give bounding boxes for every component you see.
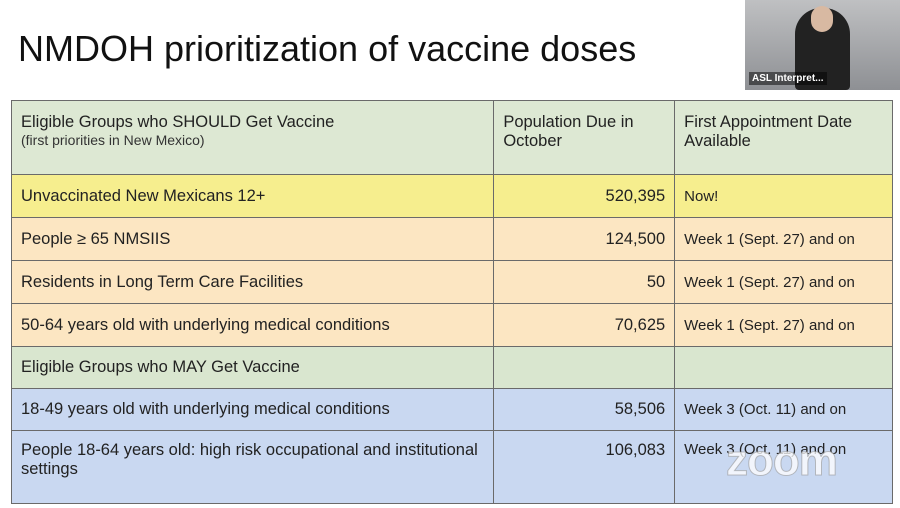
header-subtext: (first priorities in New Mexico) (21, 132, 205, 148)
header-cell: Population Due in October (493, 100, 676, 175)
zoom-watermark: zoom (726, 436, 839, 486)
table-cell: Now! (674, 174, 893, 218)
table-cell: Week 1 (Sept. 27) and on (674, 303, 893, 347)
slide-title: NMDOH prioritization of vaccine doses (18, 28, 637, 69)
table-row: People ≥ 65 NMSIIS 124,500 Week 1 (Sept. 2… (10, 217, 893, 261)
table-cell: Residents in Long Term Care Facilities (10, 260, 495, 304)
header-text: Eligible Groups who SHOULD Get Vaccine (21, 113, 335, 131)
table-row: 18-49 years old with underlying medical … (10, 388, 893, 431)
interpreter-head (811, 6, 833, 32)
table-row: People 18-64 years old: high risk occupa… (10, 430, 893, 504)
table-cell: 70,625 (493, 303, 676, 347)
header-cell: First Appointment Date Available (674, 100, 893, 175)
table-cell: People 18-64 years old: high risk occupa… (10, 430, 495, 504)
table-cell: 18-49 years old with underlying medical … (10, 388, 495, 431)
table-cell: Week 1 (Sept. 27) and on (674, 260, 893, 304)
table-cell (493, 346, 676, 389)
priority-table: Eligible Groups who SHOULD Get Vaccine (f… (10, 100, 893, 504)
table-cell: 124,500 (493, 217, 676, 261)
table-cell: Week 1 (Sept. 27) and on (674, 217, 893, 261)
table-cell: Unvaccinated New Mexicans 12+ (10, 174, 495, 218)
table-cell: Week 3 (Oct. 11) and on (674, 388, 893, 431)
table-row: Eligible Groups who MAY Get Vaccine (10, 346, 893, 389)
table-row: 50-64 years old with underlying medical … (10, 303, 893, 347)
video-label: ASL Interpret... (749, 72, 827, 85)
table-cell: People ≥ 65 NMSIIS (10, 217, 495, 261)
table-cell: 106,083 (493, 430, 676, 504)
table-cell: Eligible Groups who MAY Get Vaccine (10, 346, 495, 389)
table-cell: 50-64 years old with underlying medical … (10, 303, 495, 347)
video-tile[interactable]: ASL Interpret... (745, 0, 900, 90)
header-row: Eligible Groups who SHOULD Get Vaccine (f… (10, 100, 893, 175)
table-cell (674, 346, 893, 389)
header-cell: Eligible Groups who SHOULD Get Vaccine (f… (10, 100, 495, 175)
table-row: Residents in Long Term Care Facilities 50… (10, 260, 893, 304)
table-cell: 50 (493, 260, 676, 304)
table-cell: 520,395 (493, 174, 676, 218)
table-row: Unvaccinated New Mexicans 12+ 520,395 Now! (10, 174, 893, 218)
table-cell: 58,506 (493, 388, 676, 431)
table-cell: Week 3 (Oct. 11) and on (674, 430, 893, 504)
